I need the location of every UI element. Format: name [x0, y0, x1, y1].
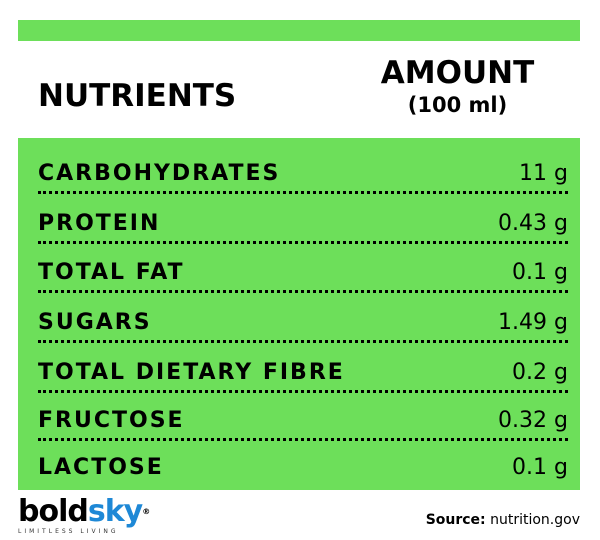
nutrient-name: CARBOHYDRATES	[38, 161, 281, 186]
dotted-divider	[38, 241, 568, 244]
table-row: CARBOHYDRATES 11 g	[38, 144, 568, 194]
nutrient-value: 0.32 g	[498, 408, 568, 433]
nutrient-name: FRUCTOSE	[38, 408, 185, 433]
table-row: SUGARS 1.49 g	[38, 293, 568, 343]
dotted-divider	[38, 290, 568, 293]
nutrient-value: 11 g	[519, 161, 568, 186]
nutrient-name: TOTAL FAT	[38, 260, 185, 285]
nutrient-name: SUGARS	[38, 310, 152, 335]
source-label: Source:	[425, 512, 486, 528]
nutrient-value: 1.49 g	[498, 310, 568, 335]
dotted-divider	[38, 438, 568, 441]
nutrients-header: NUTRIENTS	[38, 78, 237, 114]
table-row: PROTEIN 0.43 g	[38, 194, 568, 244]
amount-unit: (100 ml)	[407, 93, 508, 117]
table-row: TOTAL FAT 0.1 g	[38, 243, 568, 293]
dotted-divider	[38, 340, 568, 343]
source-credit: Source: nutrition.gov	[426, 512, 580, 528]
nutrient-name: LACTOSE	[38, 455, 164, 480]
logo-tagline: LIMITLESS LIVING	[18, 528, 119, 535]
nutrient-value: 0.43 g	[498, 211, 568, 236]
nutrient-name: TOTAL DIETARY FIBRE	[38, 360, 345, 385]
table-row: FRUCTOSE 0.32 g	[38, 391, 568, 441]
amount-header: AMOUNT	[380, 55, 535, 91]
dotted-divider	[38, 390, 568, 393]
dotted-divider	[38, 191, 568, 194]
nutrient-name: PROTEIN	[38, 211, 161, 236]
boldsky-logo: boldsky® LIMITLESS LIVING	[18, 494, 150, 536]
logo-text-bold: bold	[18, 494, 89, 529]
top-accent-bar	[18, 20, 580, 41]
nutrient-value: 0.2 g	[512, 360, 568, 385]
table-row: TOTAL DIETARY FIBRE 0.2 g	[38, 343, 568, 393]
registered-mark: ®	[142, 507, 150, 516]
nutrient-table: CARBOHYDRATES 11 g PROTEIN 0.43 g TOTAL …	[18, 138, 580, 490]
nutrient-value: 0.1 g	[512, 260, 568, 285]
table-row: LACTOSE 0.1 g	[38, 438, 568, 488]
nutrient-value: 0.1 g	[512, 455, 568, 480]
logo-text-sky: sky	[87, 494, 143, 529]
source-value: nutrition.gov	[490, 512, 580, 528]
